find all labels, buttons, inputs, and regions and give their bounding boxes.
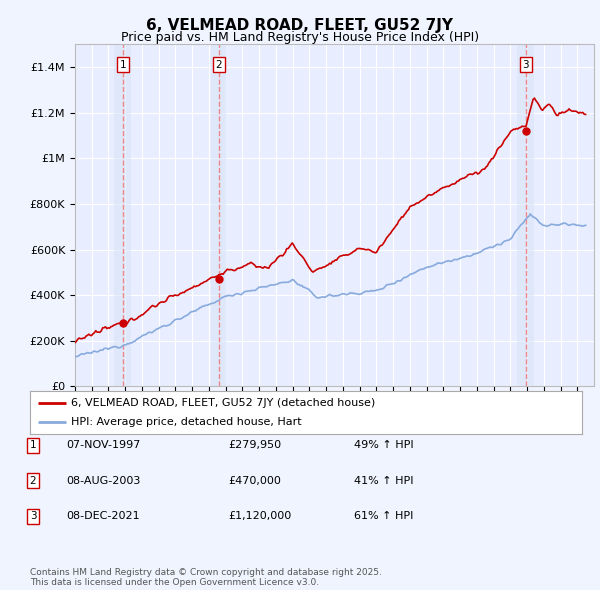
Text: 61% ↑ HPI: 61% ↑ HPI: [354, 512, 413, 521]
Text: £470,000: £470,000: [228, 476, 281, 486]
Text: 08-DEC-2021: 08-DEC-2021: [66, 512, 140, 521]
Text: 49% ↑ HPI: 49% ↑ HPI: [354, 441, 413, 450]
Text: 6, VELMEAD ROAD, FLEET, GU52 7JY: 6, VELMEAD ROAD, FLEET, GU52 7JY: [146, 18, 454, 32]
Text: Price paid vs. HM Land Registry's House Price Index (HPI): Price paid vs. HM Land Registry's House …: [121, 31, 479, 44]
Text: 08-AUG-2003: 08-AUG-2003: [66, 476, 140, 486]
Text: 3: 3: [29, 512, 37, 521]
Text: 2: 2: [29, 476, 37, 486]
Bar: [115, 44, 131, 386]
Bar: [517, 44, 534, 386]
Text: Contains HM Land Registry data © Crown copyright and database right 2025.
This d: Contains HM Land Registry data © Crown c…: [30, 568, 382, 587]
Text: 2: 2: [215, 60, 222, 70]
Text: 41% ↑ HPI: 41% ↑ HPI: [354, 476, 413, 486]
Text: 1: 1: [29, 441, 37, 450]
Bar: [211, 44, 227, 386]
Text: 6, VELMEAD ROAD, FLEET, GU52 7JY (detached house): 6, VELMEAD ROAD, FLEET, GU52 7JY (detach…: [71, 398, 376, 408]
Text: £279,950: £279,950: [228, 441, 281, 450]
Text: HPI: Average price, detached house, Hart: HPI: Average price, detached house, Hart: [71, 417, 302, 427]
Text: 3: 3: [523, 60, 529, 70]
Text: 1: 1: [119, 60, 126, 70]
Text: 07-NOV-1997: 07-NOV-1997: [66, 441, 140, 450]
Text: £1,120,000: £1,120,000: [228, 512, 291, 521]
